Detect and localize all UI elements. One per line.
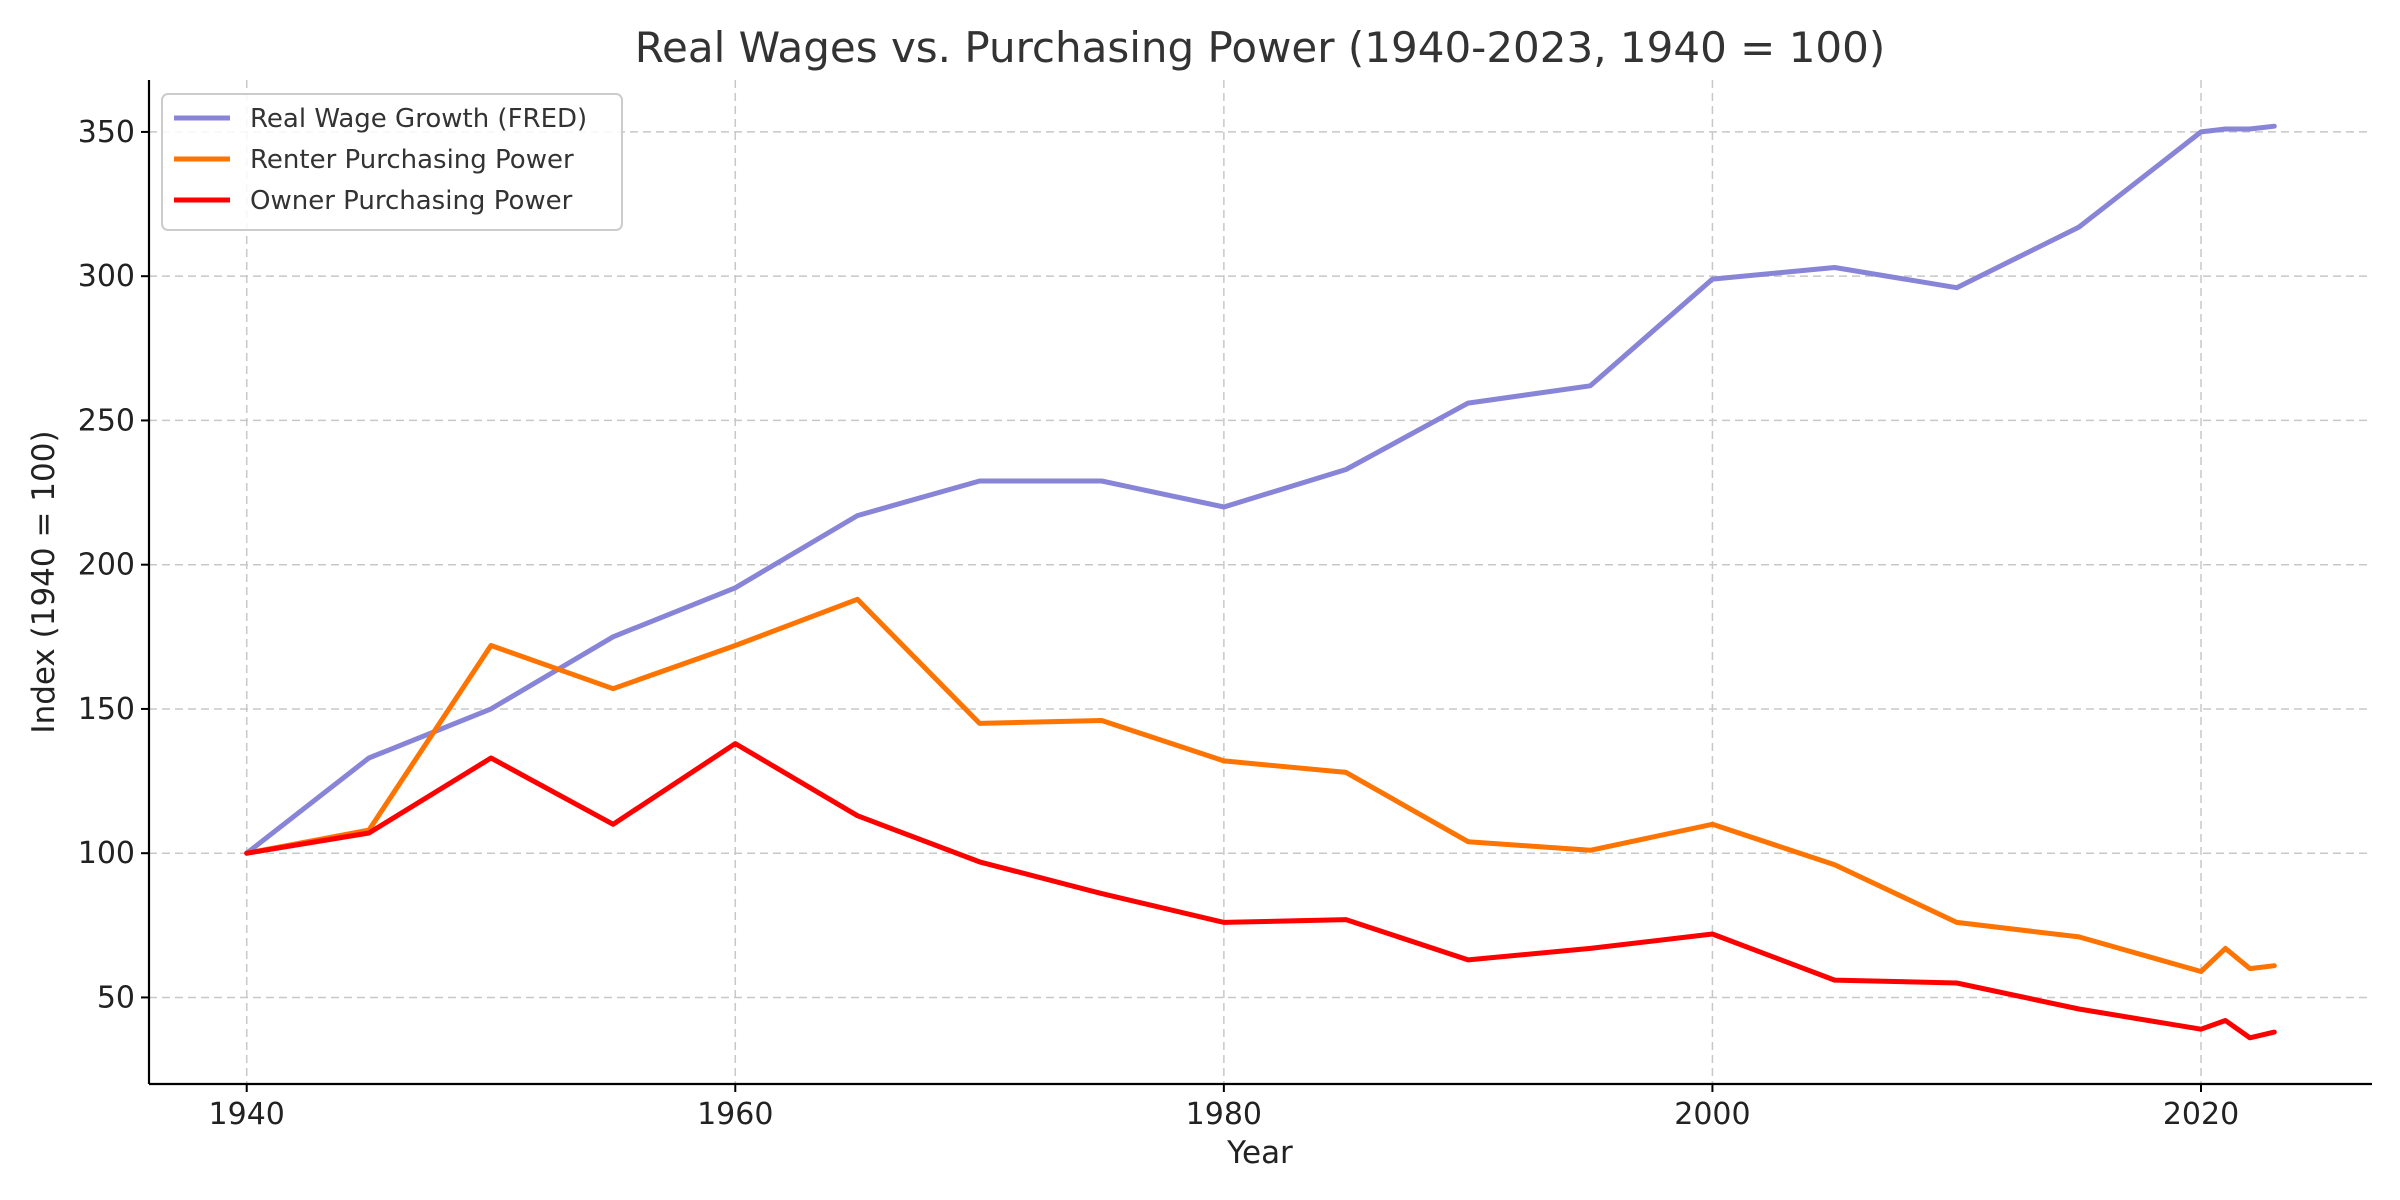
x-tick-label: 1940 [209, 1097, 285, 1132]
y-tick-label: 350 [78, 115, 135, 150]
y-axis-label: Index (1940 = 100) [26, 430, 62, 733]
x-tick-label: 1960 [697, 1097, 773, 1132]
y-tick-label: 100 [78, 836, 135, 871]
y-tick-label: 150 [78, 692, 135, 727]
y-tick-label: 50 [97, 980, 135, 1015]
x-tick-label: 2020 [2163, 1097, 2239, 1132]
x-tick-label: 2000 [1674, 1097, 1750, 1132]
line-chart: Real Wages vs. Purchasing Power (1940-20… [0, 0, 2400, 1200]
chart-title: Real Wages vs. Purchasing Power (1940-20… [635, 23, 1886, 72]
legend-label: Real Wage Growth (FRED) [250, 104, 587, 134]
legend-label: Owner Purchasing Power [250, 186, 573, 216]
legend: Real Wage Growth (FRED) Renter Purchasing… [162, 94, 622, 230]
x-tick-label: 1980 [1186, 1097, 1262, 1132]
y-tick-label: 250 [78, 403, 135, 438]
y-tick-label: 200 [78, 548, 135, 583]
y-tick-label: 300 [78, 259, 135, 294]
legend-label: Renter Purchasing Power [250, 145, 574, 175]
x-axis-label: Year [1226, 1135, 1293, 1171]
